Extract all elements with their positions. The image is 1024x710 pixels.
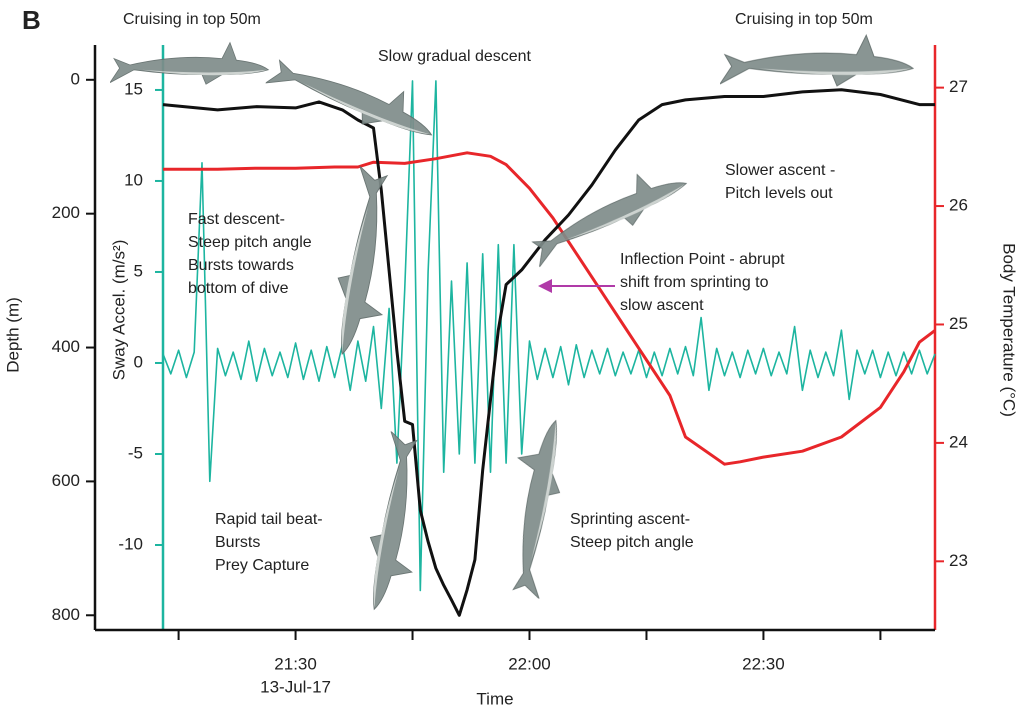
y2-tick-label: 23 bbox=[949, 551, 968, 570]
y-tick-label: 400 bbox=[52, 337, 80, 356]
annotation: Rapid tail beat- bbox=[215, 511, 323, 528]
y-axis-title: Depth (m) bbox=[3, 297, 22, 373]
annotation: slow ascent bbox=[620, 297, 704, 314]
annotation: Bursts bbox=[215, 534, 260, 551]
annotation: Steep pitch angle bbox=[188, 234, 312, 251]
y-tick-label: 0 bbox=[71, 69, 80, 88]
annotation: Slower ascent - bbox=[725, 162, 835, 179]
annotation: Cruising in top 50m bbox=[735, 11, 873, 28]
y-tick-label: 200 bbox=[52, 203, 80, 222]
y-tick-label: 800 bbox=[52, 605, 80, 624]
annotation: Sprinting ascent- bbox=[570, 511, 690, 528]
annotation: Steep pitch angle bbox=[570, 534, 694, 551]
x-axis-title: Time bbox=[476, 689, 513, 708]
y2-tick-label: 24 bbox=[949, 432, 968, 451]
x-tick-label: 22:00 bbox=[508, 654, 551, 673]
y3-axis-title: Sway Accel. (m/s²) bbox=[109, 240, 128, 381]
y3-tick-label: 5 bbox=[134, 261, 143, 280]
y2-tick-label: 26 bbox=[949, 196, 968, 215]
y3-tick-label: -10 bbox=[118, 534, 143, 553]
annotation: Slow gradual descent bbox=[378, 48, 532, 65]
annotation: Fast descent- bbox=[188, 211, 285, 228]
inflection-arrow bbox=[538, 279, 615, 293]
annotation: Inflection Point - abrupt bbox=[620, 251, 785, 268]
data-line bbox=[162, 88, 935, 617]
y3-tick-label: 10 bbox=[124, 170, 143, 189]
annotation: bottom of dive bbox=[188, 280, 289, 297]
panel-label: B bbox=[22, 5, 41, 35]
annotation: Bursts towards bbox=[188, 257, 294, 274]
data-line bbox=[163, 151, 936, 466]
annotation: Prey Capture bbox=[215, 557, 309, 574]
x-tick-label: 21:30 bbox=[274, 654, 317, 673]
y2-tick-label: 25 bbox=[949, 314, 968, 333]
annotation: Pitch levels out bbox=[725, 185, 833, 202]
y3-tick-label: -5 bbox=[128, 443, 143, 462]
date-label: 13-Jul-17 bbox=[260, 677, 331, 696]
y2-axis-title: Body Temperature (°C) bbox=[1000, 243, 1019, 417]
data-line bbox=[162, 80, 936, 592]
plot-area: 0 200 400 600 800 15 10 5 0 -5 -10 23 24 25 26 27 21:30 1… bbox=[3, 45, 1019, 708]
annotation: Cruising in top 50m bbox=[123, 11, 261, 28]
x-tick-label: 22:30 bbox=[742, 654, 785, 673]
y2-tick-label: 27 bbox=[949, 77, 968, 96]
y-tick-label: 600 bbox=[52, 471, 80, 490]
annotation: shift from sprinting to bbox=[620, 274, 769, 291]
y3-tick-label: 15 bbox=[124, 79, 143, 98]
annotations: Cruising in top 50m Slow gradual descent C… bbox=[123, 11, 873, 574]
y3-tick-label: 0 bbox=[134, 352, 143, 371]
